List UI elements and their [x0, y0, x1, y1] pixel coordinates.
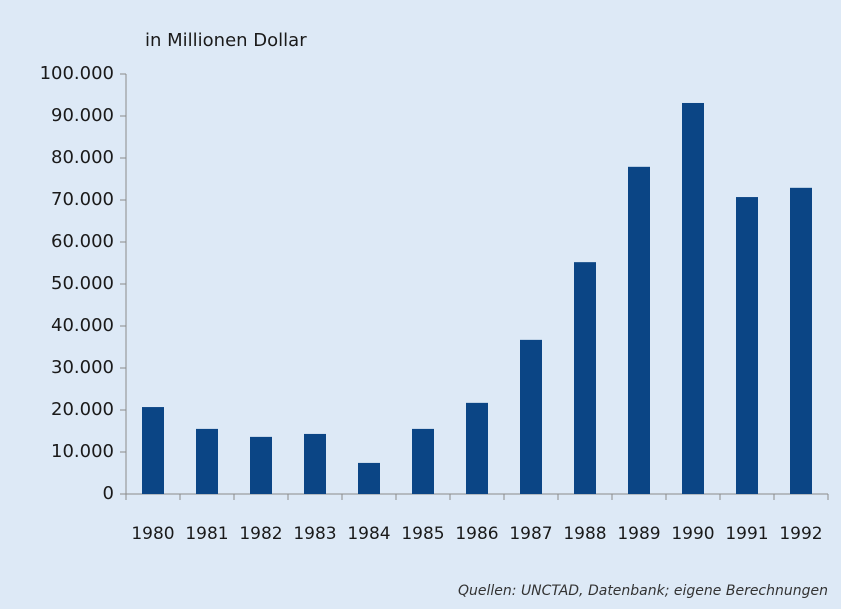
y-tick-label: 50.000: [51, 273, 114, 294]
x-tick-label: 1983: [293, 524, 336, 544]
bar: [520, 339, 542, 494]
y-tick-label: 80.000: [51, 147, 114, 168]
bar: [142, 407, 164, 494]
x-tick-label: 1982: [239, 524, 282, 544]
y-tick-label: 10.000: [51, 441, 114, 462]
y-tick-label: 0: [103, 483, 114, 504]
x-tick-label: 1990: [671, 524, 714, 544]
x-tick-label: 1988: [563, 524, 606, 544]
y-tick-label: 30.000: [51, 357, 114, 378]
y-tick-label: 90.000: [51, 105, 114, 126]
bar: [196, 428, 218, 494]
bar: [412, 428, 434, 494]
x-tick-label: 1985: [401, 524, 444, 544]
x-tick-label: 1981: [185, 524, 228, 544]
y-tick-label: 60.000: [51, 231, 114, 252]
bar: [628, 166, 650, 494]
bar: [358, 462, 380, 494]
x-tick-label: 1980: [131, 524, 174, 544]
x-tick-label: 1991: [725, 524, 768, 544]
bar: [304, 433, 326, 494]
y-tick-label: 40.000: [51, 315, 114, 336]
x-tick-label: 1987: [509, 524, 552, 544]
bar: [574, 262, 596, 494]
y-tick-label: 100.000: [40, 63, 114, 84]
source-note: Quellen: UNCTAD, Datenbank; eigene Berec…: [458, 583, 828, 599]
x-tick-label: 1989: [617, 524, 660, 544]
bar: [250, 436, 272, 494]
bar: [466, 402, 488, 494]
x-tick-label: 1992: [779, 524, 822, 544]
bar: [790, 187, 812, 494]
x-tick-label: 1986: [455, 524, 498, 544]
y-tick-label: 70.000: [51, 189, 114, 210]
y-tick-label: 20.000: [51, 399, 114, 420]
chart-title: in Millionen Dollar: [145, 30, 307, 51]
bar: [736, 197, 758, 494]
x-tick-label: 1984: [347, 524, 390, 544]
bar: [682, 102, 704, 494]
